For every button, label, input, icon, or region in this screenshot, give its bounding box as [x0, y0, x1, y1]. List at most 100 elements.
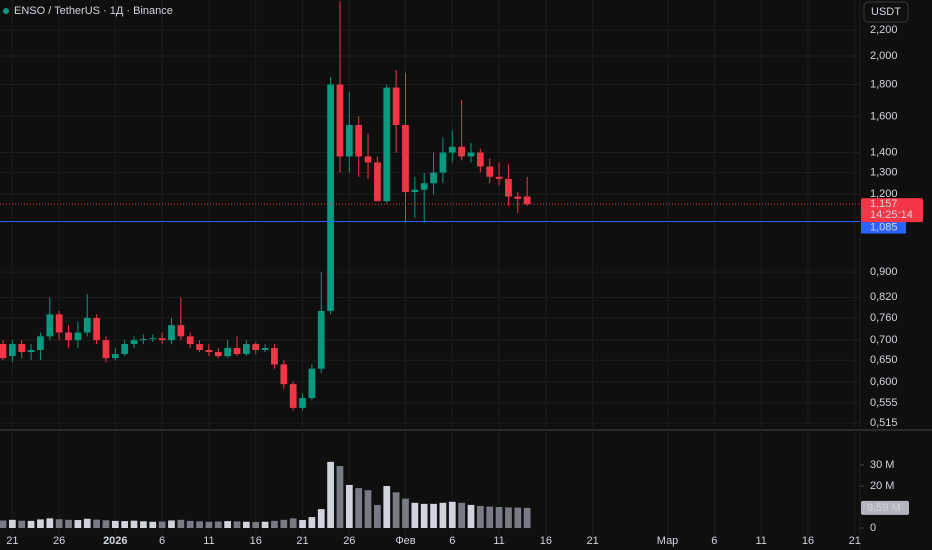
volume-tick-label: 20 M — [870, 480, 894, 492]
candle-body — [102, 340, 110, 359]
candle-body — [458, 146, 466, 157]
y-tick-label: 0,760 — [870, 312, 898, 324]
y-tick-label: 1,400 — [870, 146, 898, 158]
volume-bar — [130, 520, 138, 529]
price-pane — [0, 1, 531, 411]
volume-bar — [345, 484, 353, 529]
x-tick-label: 6 — [159, 535, 165, 547]
candle-body — [168, 325, 175, 341]
candle-body — [308, 368, 316, 399]
candle-body — [402, 125, 409, 193]
volume-bar — [308, 517, 316, 529]
volume-tick-label: 0 — [870, 522, 876, 534]
volume-tick-label: 30 M — [870, 459, 894, 471]
volume-bar — [102, 520, 110, 529]
volume-bar — [0, 520, 7, 529]
volume-bar — [37, 519, 44, 529]
volume-bar — [111, 520, 119, 529]
candle-body — [411, 189, 419, 193]
candle-body — [27, 350, 35, 353]
volume-bar — [196, 521, 203, 529]
volume-bar — [411, 502, 419, 529]
currency-button[interactable] — [863, 1, 909, 23]
volume-bar — [55, 519, 63, 529]
y-tick-label: 0,600 — [870, 376, 898, 388]
volume-bar — [439, 502, 447, 529]
x-tick-label: Мар — [657, 535, 679, 547]
volume-bar — [317, 509, 325, 529]
volume-bar — [458, 502, 466, 529]
volume-bar — [364, 490, 372, 529]
candle-body — [252, 344, 260, 351]
candle-body — [317, 310, 325, 369]
candle-body — [140, 339, 147, 341]
volume-bar — [261, 521, 269, 529]
x-tick-label: 2026 — [103, 535, 127, 547]
candle-body — [280, 364, 288, 385]
candle-body — [121, 344, 129, 355]
candle-body — [355, 125, 363, 157]
y-tick-label: 1,300 — [870, 167, 898, 179]
candle-body — [158, 338, 166, 341]
volume-bar — [327, 461, 334, 529]
candle-body — [83, 317, 91, 333]
x-tick-label: 11 — [203, 535, 214, 547]
candle-body — [74, 332, 82, 341]
volume-bar — [280, 519, 288, 529]
candle-body — [196, 344, 203, 351]
candle-body — [467, 152, 475, 157]
volume-bar — [252, 521, 260, 529]
price-line-label: 1,085 — [870, 221, 898, 233]
volume-bar — [505, 507, 512, 529]
candle-body — [18, 344, 26, 353]
y-tick-label: 1,200 — [870, 188, 898, 200]
volume-bar — [523, 507, 531, 529]
candle-body — [364, 156, 372, 163]
x-tick-label: 16 — [540, 535, 552, 547]
volume-bar — [149, 521, 157, 529]
volume-bar — [514, 507, 522, 529]
currency-label[interactable]: USDT — [871, 6, 901, 18]
volume-bar — [168, 520, 175, 529]
volume-pane — [0, 461, 531, 529]
volume-bar — [74, 520, 82, 529]
status-dot — [3, 8, 9, 14]
volume-bar — [383, 486, 391, 529]
x-tick-label: 21 — [296, 535, 308, 547]
volume-bar — [420, 503, 428, 529]
candle-body — [46, 314, 54, 337]
volume-bar — [205, 521, 213, 529]
y-tick-label: 1,600 — [870, 110, 898, 122]
candle-body — [242, 344, 250, 355]
volume-bar — [476, 505, 484, 529]
volume-bar — [65, 519, 72, 529]
candle-body — [0, 344, 7, 359]
volume-bar — [448, 501, 456, 529]
last-price-box — [861, 198, 923, 223]
x-tick-label: 11 — [493, 535, 504, 547]
volume-bar — [27, 520, 35, 529]
volume-bar — [177, 519, 185, 529]
candle-body — [149, 338, 157, 340]
x-tick-label: 16 — [250, 535, 262, 547]
volume-bar — [289, 518, 297, 529]
volume-bar — [158, 521, 166, 529]
volume-bar — [467, 504, 475, 529]
volume-bar — [83, 518, 91, 529]
candle-body — [336, 84, 344, 157]
candle-body — [514, 196, 522, 199]
volume-bar — [430, 503, 437, 529]
x-tick-label: Фев — [395, 535, 415, 547]
candle-body — [55, 314, 63, 333]
candle-body — [430, 172, 437, 184]
candle-body — [420, 183, 428, 190]
y-tick-label: 0,515 — [870, 417, 898, 429]
y-tick-label: 1,800 — [870, 78, 898, 90]
last-price-label: 1,157 — [870, 198, 898, 210]
x-tick-label: 21 — [849, 535, 861, 547]
candle-body — [289, 384, 297, 408]
candle-body — [186, 336, 194, 345]
volume-bar — [8, 519, 16, 529]
